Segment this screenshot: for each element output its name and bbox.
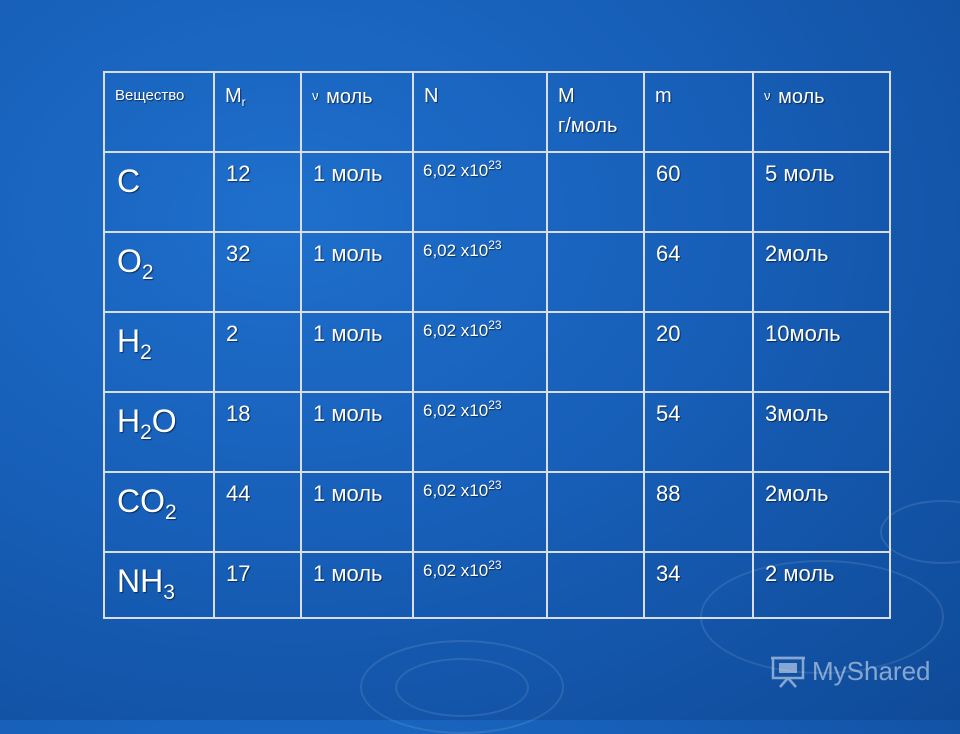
mass-cell: 20 — [643, 311, 754, 393]
formula-text: O — [151, 403, 177, 439]
nu1-cell: 1 моль — [300, 471, 414, 553]
presentation-board-icon — [771, 656, 805, 688]
header-nu1-label: моль — [326, 86, 373, 108]
table-row: NH3 17 1 моль 6,02 x1023 34 2 моль — [103, 551, 891, 619]
n-exponent: 23 — [488, 558, 502, 572]
header-nu1: ν моль — [300, 71, 414, 153]
substance-table: Вещество Mr ν моль N M г/моль — [103, 71, 891, 619]
formula-subscript: 2 — [141, 261, 154, 284]
nu1-cell: 1 моль — [300, 151, 414, 233]
mass-cell: 60 — [643, 151, 754, 233]
nu2-cell: 2моль — [752, 471, 891, 553]
formula-text: H — [117, 403, 141, 439]
molar-mass-cell — [546, 311, 645, 393]
mr-cell: 32 — [213, 231, 302, 313]
n-cell: 6,02 x1023 — [412, 391, 548, 473]
ripple-decor — [880, 500, 960, 564]
ripple-decor — [395, 658, 529, 717]
header-n: N — [412, 71, 548, 153]
n-cell: 6,02 x1023 — [412, 471, 548, 553]
n-exponent: 23 — [488, 158, 502, 172]
substance-table-container: Вещество Mr ν моль N M г/моль — [103, 71, 891, 619]
formula-text: NH — [117, 563, 164, 599]
n-base: 6,02 x10 — [423, 481, 489, 500]
n-base: 6,02 x10 — [423, 321, 489, 340]
n-base: 6,02 x10 — [423, 161, 489, 180]
molar-mass-cell — [546, 391, 645, 473]
header-mr-label: M — [225, 85, 242, 107]
header-molar-mass-unit: г/моль — [558, 115, 618, 137]
n-cell: 6,02 x1023 — [412, 231, 548, 313]
n-exponent: 23 — [488, 478, 502, 492]
n-cell: 6,02 x1023 — [412, 551, 548, 619]
mass-cell: 88 — [643, 471, 754, 553]
n-base: 6,02 x10 — [423, 401, 489, 420]
mr-cell: 17 — [213, 551, 302, 619]
formula-subscript: 3 — [163, 581, 175, 604]
nu2-cell: 10моль — [752, 311, 891, 393]
header-row: Вещество Mr ν моль N M г/моль — [103, 71, 891, 153]
header-molar-mass: M г/моль — [546, 71, 645, 153]
n-base: 6,02 x10 — [423, 241, 489, 260]
formula-text: O — [117, 243, 142, 279]
n-base: 6,02 x10 — [423, 561, 489, 580]
table-row: O2 32 1 моль 6,02 x1023 64 2моль — [103, 231, 891, 313]
n-cell: 6,02 x1023 — [412, 311, 548, 393]
n-exponent: 23 — [488, 398, 502, 412]
mr-cell: 44 — [213, 471, 302, 553]
formula-subscript: 2 — [165, 501, 177, 524]
substance-cell: NH3 — [103, 551, 215, 619]
substance-cell: C — [103, 151, 215, 233]
mass-cell: 54 — [643, 391, 754, 473]
nu-symbol: ν — [764, 88, 771, 103]
substance-cell: H2O — [103, 391, 215, 473]
n-exponent: 23 — [488, 238, 502, 252]
formula-text: CO — [117, 483, 165, 519]
header-m: m — [643, 71, 754, 153]
header-m-label: m — [655, 85, 672, 107]
substance-cell: H2 — [103, 311, 215, 393]
formula-subscript: 2 — [140, 421, 152, 444]
formula-subscript: 2 — [140, 341, 152, 364]
n-cell: 6,02 x1023 — [412, 151, 548, 233]
header-nu2: ν моль — [752, 71, 891, 153]
n-exponent: 23 — [488, 318, 502, 332]
formula-text: H — [117, 323, 141, 359]
nu1-cell: 1 моль — [300, 551, 414, 619]
header-mr: Mr — [213, 71, 302, 153]
header-mr-sub: r — [241, 95, 246, 109]
header-molar-mass-label: M — [558, 85, 575, 107]
mr-cell: 18 — [213, 391, 302, 473]
table-row: C 12 1 моль 6,02 x1023 60 5 моль — [103, 151, 891, 233]
header-substance-label: Вещество — [115, 87, 185, 104]
header-n-label: N — [424, 85, 439, 107]
nu2-cell: 2моль — [752, 231, 891, 313]
nu1-cell: 1 моль — [300, 231, 414, 313]
molar-mass-cell — [546, 551, 645, 619]
substance-cell: O2 — [103, 231, 215, 313]
watermark-text: MyShared — [812, 655, 931, 686]
molar-mass-cell — [546, 471, 645, 553]
formula-text: C — [117, 163, 141, 199]
table-row: H2O 18 1 моль 6,02 x1023 54 3моль — [103, 391, 891, 473]
mr-cell: 2 — [213, 311, 302, 393]
mass-cell: 34 — [643, 551, 754, 619]
nu1-cell: 1 моль — [300, 391, 414, 473]
nu1-cell: 1 моль — [300, 311, 414, 393]
header-nu2-label: моль — [778, 86, 825, 108]
molar-mass-cell — [546, 151, 645, 233]
nu2-cell: 3моль — [752, 391, 891, 473]
molar-mass-cell — [546, 231, 645, 313]
mr-cell: 12 — [213, 151, 302, 233]
table-row: CO2 44 1 моль 6,02 x1023 88 2моль — [103, 471, 891, 553]
substance-cell: CO2 — [103, 471, 215, 553]
table-row: H2 2 1 моль 6,02 x1023 20 10моль — [103, 311, 891, 393]
nu2-cell: 5 моль — [752, 151, 891, 233]
nu-symbol: ν — [312, 88, 319, 103]
mass-cell: 64 — [643, 231, 754, 313]
watermark: MyShared — [770, 654, 931, 688]
nu2-cell: 2 моль — [752, 551, 891, 619]
header-substance: Вещество — [103, 71, 215, 153]
